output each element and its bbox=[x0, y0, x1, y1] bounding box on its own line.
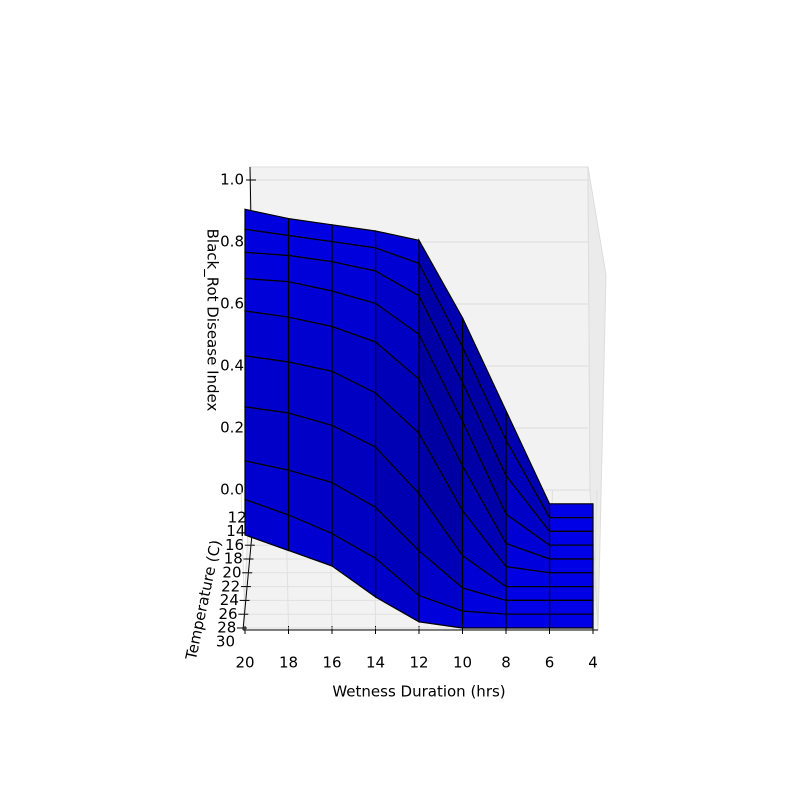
y-tick-label: 30 bbox=[216, 633, 235, 651]
surface-patch bbox=[548, 599, 594, 615]
x-tick-label: 18 bbox=[279, 654, 298, 672]
surface-patch bbox=[461, 610, 507, 629]
x-tick-label: 4 bbox=[588, 654, 598, 672]
z-tick-label: 0.8 bbox=[220, 233, 244, 251]
surface-patch bbox=[505, 599, 551, 615]
y-tick-label: 26 bbox=[219, 605, 238, 623]
surface-patch bbox=[505, 613, 551, 629]
y-tick-label: 28 bbox=[217, 619, 236, 637]
x-tick-label: 10 bbox=[453, 654, 472, 672]
y-tick-label: 12 bbox=[228, 508, 247, 526]
y-tick-label: 14 bbox=[226, 522, 245, 540]
y-tick-label: 20 bbox=[222, 564, 241, 582]
x-tick-label: 12 bbox=[409, 654, 428, 672]
z-tick-label: 0.6 bbox=[220, 295, 244, 313]
x-tick-label: 16 bbox=[322, 654, 341, 672]
x-axis-label: Wetness Duration (hrs) bbox=[332, 683, 505, 701]
surface-patch bbox=[244, 355, 290, 414]
y-tick-label: 24 bbox=[220, 591, 239, 609]
surface-patch bbox=[244, 498, 290, 552]
surface-patch bbox=[244, 406, 290, 471]
z-tick-label: 0.0 bbox=[220, 481, 244, 499]
x-tick-label: 8 bbox=[501, 654, 511, 672]
grid-line bbox=[240, 489, 246, 629]
grid-line bbox=[592, 489, 598, 629]
x-tick-label: 20 bbox=[235, 654, 254, 672]
surface-patch bbox=[548, 516, 594, 533]
surface-patch bbox=[548, 613, 594, 629]
z-tick-label: 1.0 bbox=[220, 171, 244, 189]
surface-patch bbox=[548, 530, 594, 546]
z-tick-label: 0.4 bbox=[220, 357, 244, 375]
x-tick-label: 14 bbox=[366, 654, 385, 672]
surface-patch bbox=[548, 585, 594, 602]
z-axis-label: Black_Rot Disease Index bbox=[203, 229, 222, 412]
surface-patch bbox=[244, 251, 290, 283]
y-tick-label: 22 bbox=[221, 577, 240, 595]
surface-patch bbox=[548, 544, 594, 560]
z-tick-label: 0.2 bbox=[220, 419, 244, 437]
surface-patch bbox=[244, 310, 290, 363]
surface-patch bbox=[548, 572, 594, 588]
y-tick-label: 18 bbox=[224, 550, 243, 568]
surface-patch bbox=[548, 558, 594, 574]
surface-patch bbox=[548, 503, 594, 519]
x-tick-label: 6 bbox=[545, 654, 555, 672]
y-tick-label: 16 bbox=[225, 536, 244, 554]
surface-patch bbox=[505, 585, 551, 602]
